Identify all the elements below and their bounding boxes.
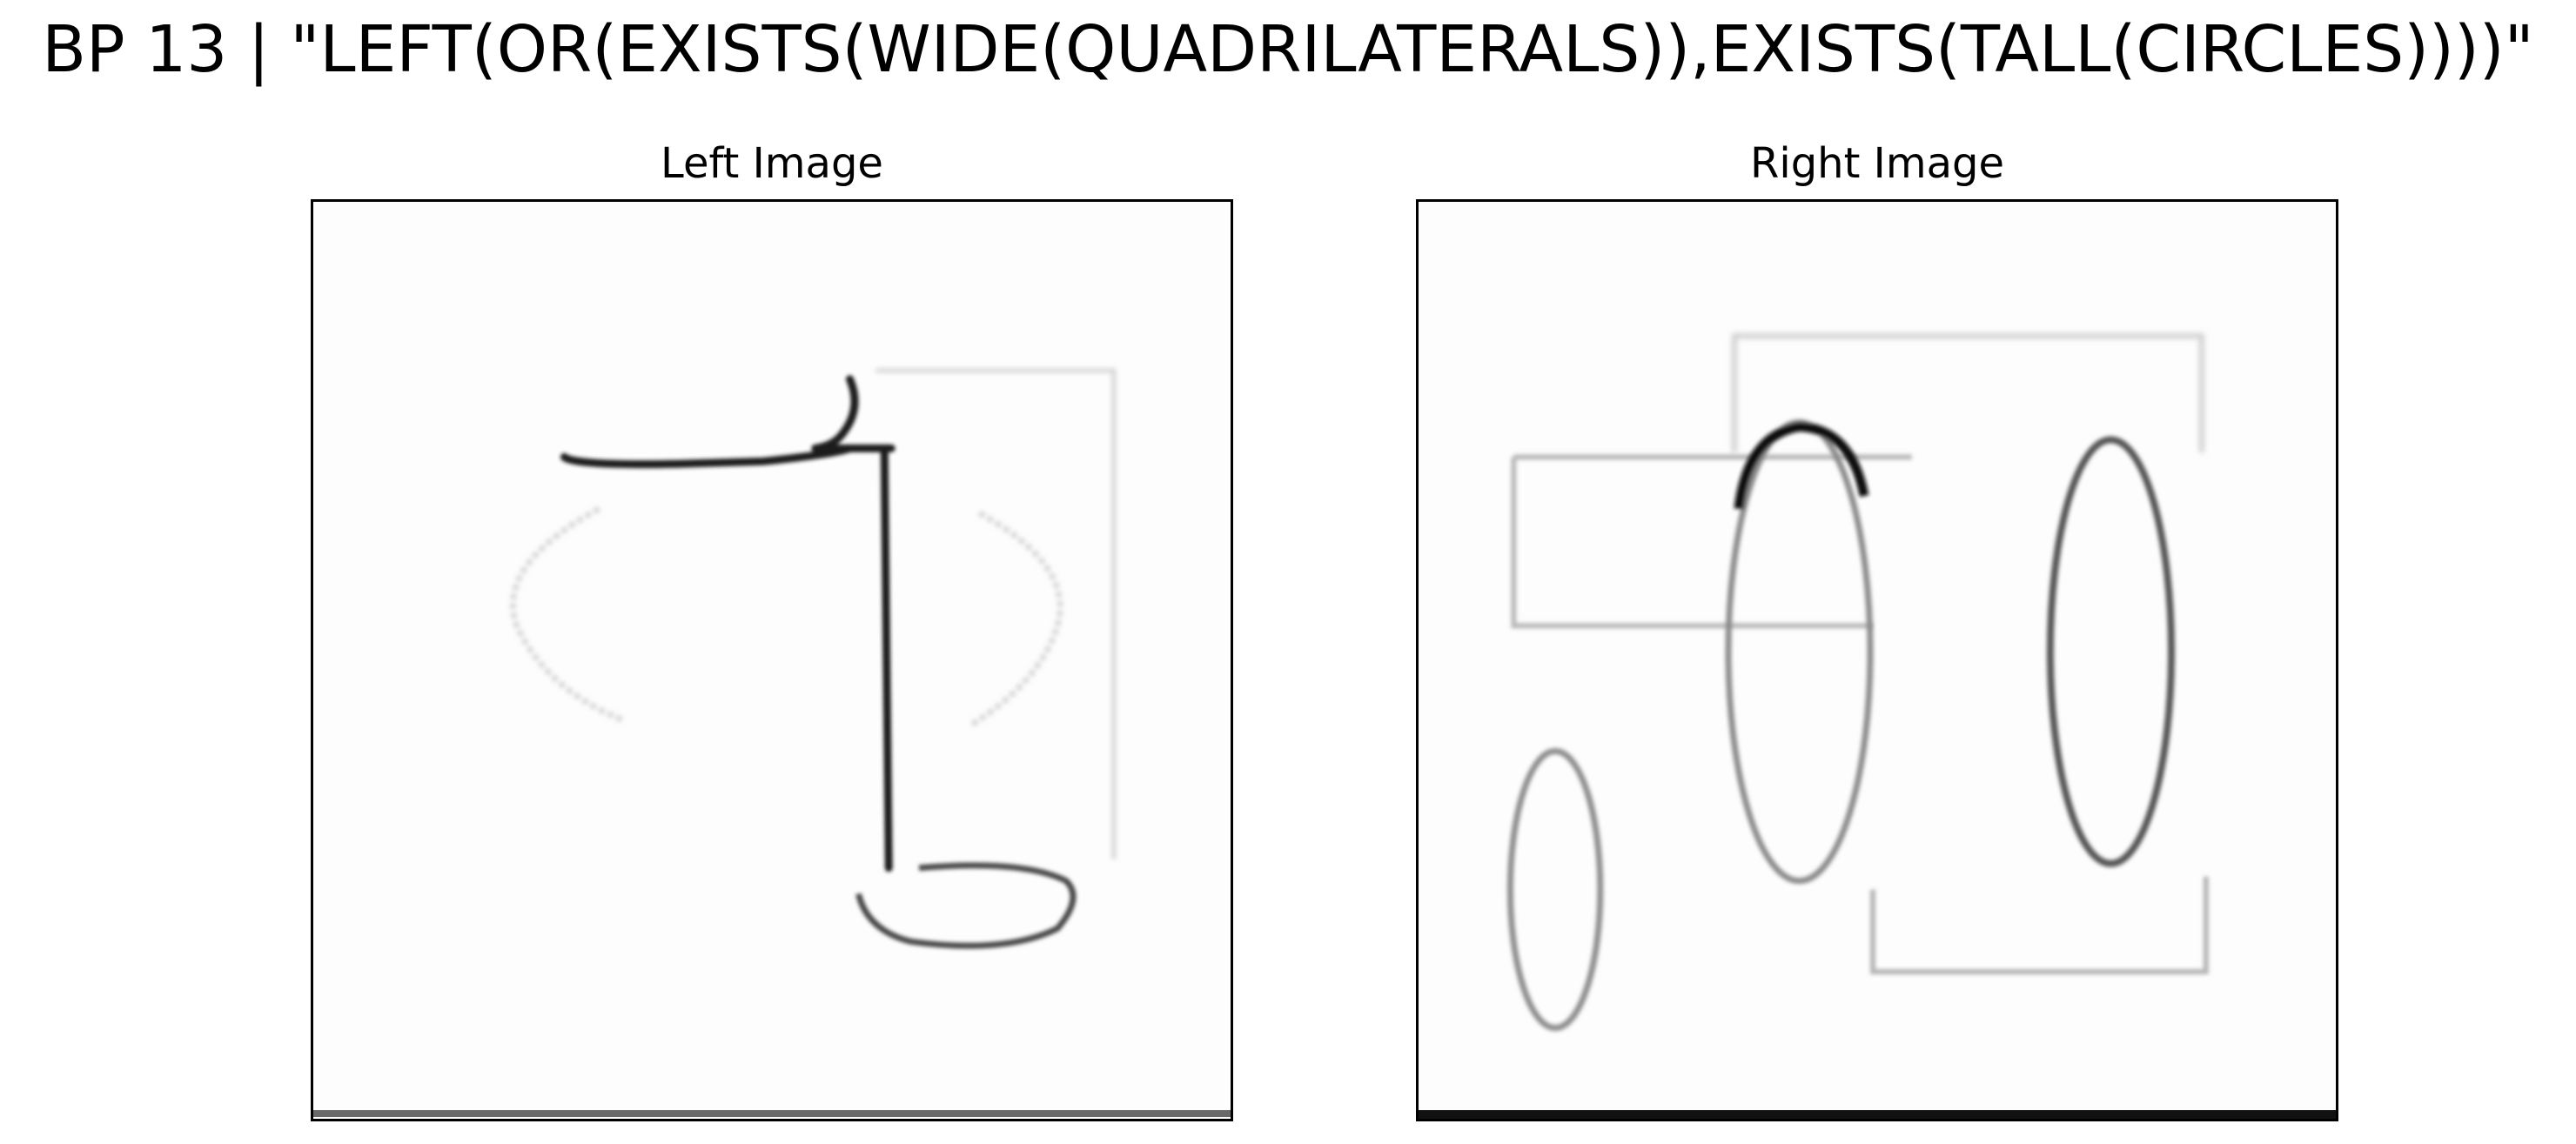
right-bottom-edge	[1419, 1110, 2336, 1119]
left-bottom-edge	[313, 1110, 1231, 1118]
small-tall-ellipse	[1506, 747, 1604, 1032]
left-image-drawing	[313, 202, 1231, 1119]
right-panel-title: Right Image	[1750, 139, 2004, 188]
faint-rectangle-shape	[875, 368, 1117, 860]
left-image-background	[313, 202, 1231, 1119]
figure-title: BP 13 | "LEFT(OR(EXISTS(WIDE(QUADRILATER…	[42, 12, 2534, 87]
left-panel-title: Left Image	[661, 139, 883, 188]
dark-seven-stroke	[560, 375, 896, 873]
right-tall-ellipse	[2046, 436, 2176, 867]
bottom-loop-stroke	[855, 862, 1077, 949]
large-rectangle-shape	[1731, 333, 2204, 453]
left-image-panel	[311, 199, 1233, 1121]
faint-diamond-shape	[510, 506, 1063, 728]
right-image-panel	[1416, 199, 2338, 1121]
right-image-drawing	[1419, 202, 2336, 1119]
middle-tall-ellipse	[1725, 419, 1874, 885]
right-image-background	[1419, 202, 2336, 1119]
bottom-rectangle-shape	[1870, 876, 2209, 974]
